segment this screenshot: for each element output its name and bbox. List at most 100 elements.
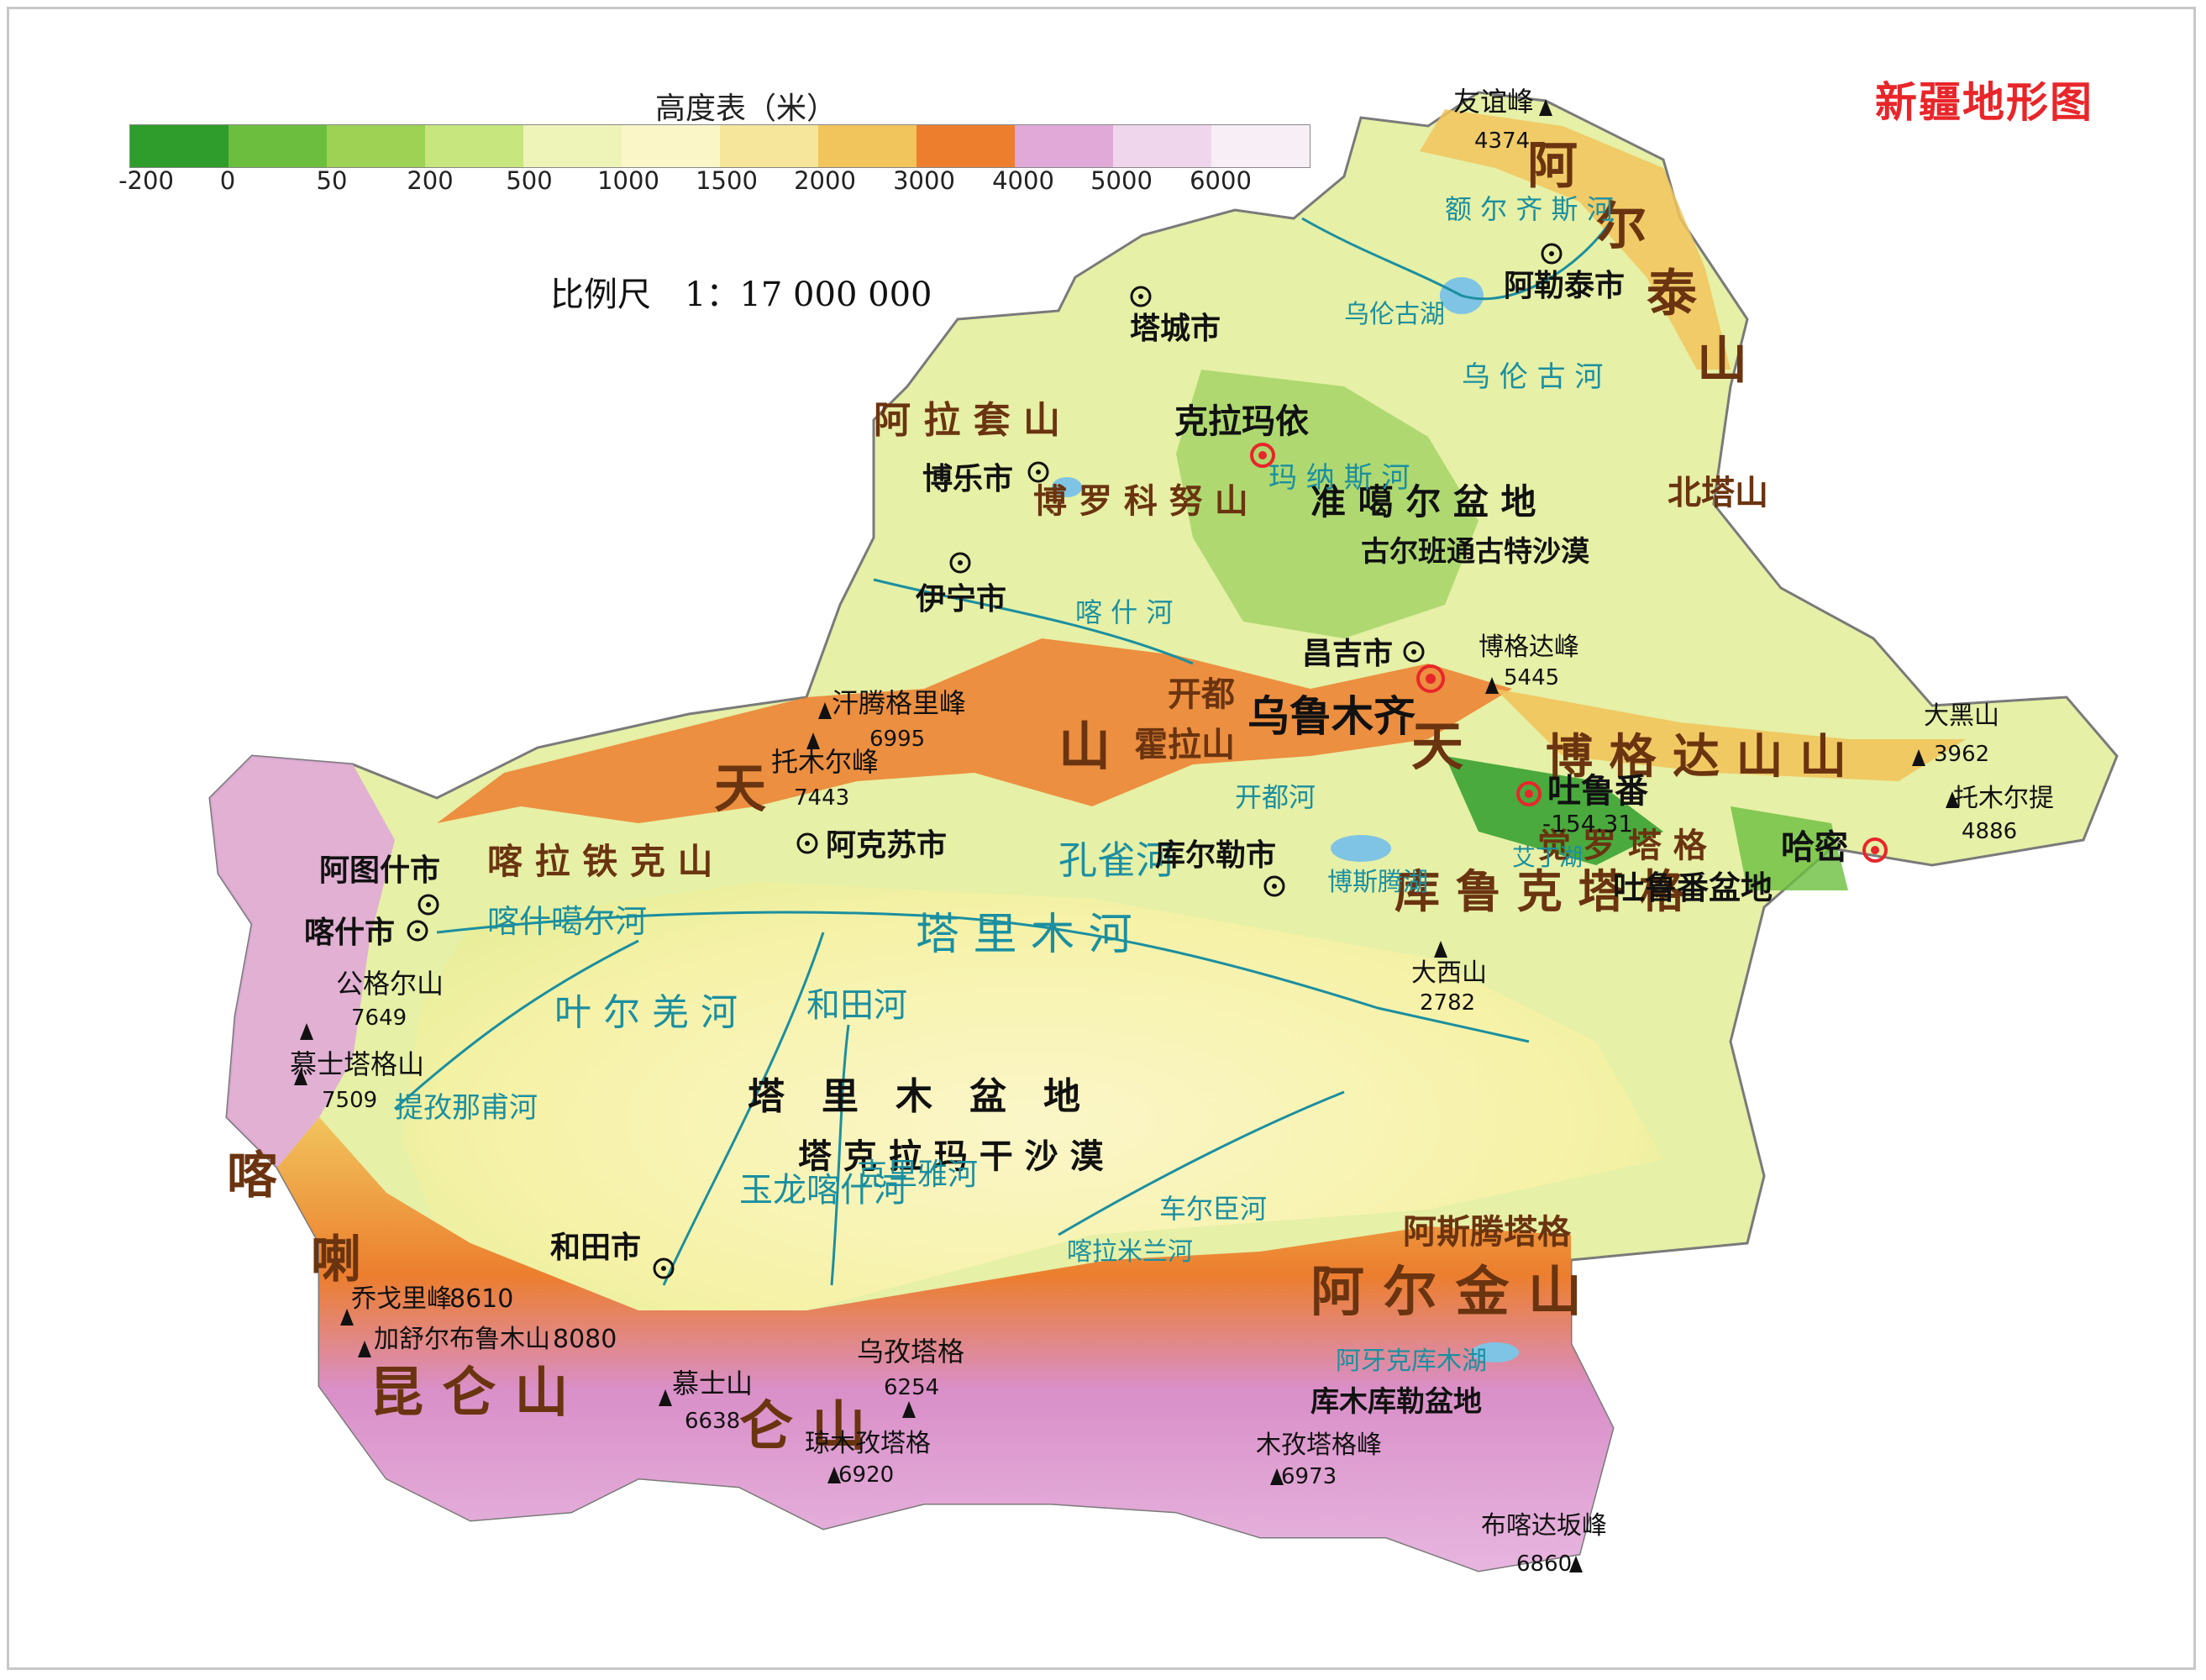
peak-elev-mushishan: 6638 (685, 1409, 740, 1434)
region-label-kumkol: 库木库勒盆地 (1310, 1385, 1482, 1419)
city-tacheng: 塔城市 (1130, 286, 1221, 346)
peak-elev-bogda: 5445 (1504, 665, 1559, 690)
legend-swatch (228, 125, 327, 167)
peak-elev-gasherbrum: 8080 (553, 1325, 617, 1354)
cherchen-river-line (1058, 1090, 1345, 1236)
major-city-karamay: 克拉玛依 (1174, 402, 1309, 468)
city-label-aletai: 阿勒泰市 (1504, 269, 1625, 303)
peak-elev-bukadaban: 6860 (1516, 1551, 1572, 1577)
city-label-changji: 昌吉市 (1302, 637, 1393, 671)
peak-tomur: 托木尔峰 7443 (771, 732, 879, 811)
peak-name-bukadaban: 布喀达坂峰 (1481, 1511, 1607, 1541)
peak-muztagata: 慕士塔格山 7509 (290, 1048, 424, 1113)
region-label-gurbantunggut: 古尔班通古特沙漠 (1361, 535, 1590, 569)
river-label-keriya: 克里雅河 (857, 1158, 978, 1192)
river-label-hotan: 和田河 (806, 986, 907, 1025)
legend-tick-label: 4000 (992, 166, 1054, 195)
city-aletai: 阿勒泰市 (1504, 243, 1625, 303)
irtysh-river-line (1301, 217, 1615, 301)
dzungaria-lowland (1176, 370, 1479, 638)
legend-tick-label: 1000 (597, 166, 659, 195)
peak-uztag: 乌孜塔格 6254 (857, 1336, 964, 1418)
river-label-kashi: 喀 什 河 (1075, 596, 1173, 628)
legend-tick-label: 5000 (1090, 166, 1153, 195)
city-aksu: 阿克苏市 (796, 828, 947, 863)
keriya-river-line (830, 1024, 850, 1286)
mountain-label-kalateke: 喀 拉 铁 克 山 (487, 841, 713, 882)
mountain-label-tianshan-2: 山 (1058, 716, 1111, 777)
river-label-kaidu: 开都河 (1235, 781, 1316, 813)
city-label-hotan: 和田市 (550, 1231, 641, 1265)
peak-name-uztag: 乌孜塔格 (857, 1336, 964, 1368)
peak-elev-youyi: 4374 (1474, 129, 1530, 154)
legend-tick-label: 6000 (1190, 166, 1252, 195)
river-label-bosten: 博斯腾湖 (1327, 868, 1428, 897)
bogda-ridge (1495, 689, 1966, 781)
peak-name-muztagata: 慕士塔格山 (290, 1048, 424, 1080)
mountain-label-altai-2: 尔 (1596, 197, 1647, 256)
river-labels: 额 尔 齐 斯 河 乌伦古湖 乌 伦 古 河 玛 纳 斯 河 喀 什 河 塔 里… (395, 193, 1614, 1376)
peak-kongur: 公格尔山 7649 (300, 968, 444, 1040)
peak-name-daheishan: 大黑山 (1924, 701, 1999, 731)
river-lines (394, 217, 1615, 1286)
peak-name-tuomuerti: 托木尔提 (1953, 784, 2054, 813)
hami-basin (1731, 806, 1848, 890)
city-korla: 库尔勒市 (1155, 838, 1285, 897)
river-label-ayakkum: 阿牙克库木湖 (1336, 1347, 1487, 1376)
major-city-label-karamay: 克拉玛依 (1174, 402, 1309, 441)
ayakkum-lake (1472, 1342, 1519, 1362)
region-label-dzungaria: 准 噶 尔 盆 地 (1310, 481, 1536, 522)
peak-gasherbrum: 加舒尔布鲁木山 8080 (358, 1325, 617, 1357)
peak-elev-hantengri: 6995 (869, 727, 925, 752)
legend-swatch (327, 125, 425, 167)
peak-mushishan: 慕士山 6638 (659, 1368, 753, 1434)
peak-name-hantengri: 汗腾格里峰 (832, 687, 966, 719)
peak-name-gasherbrum: 加舒尔布鲁木山 (374, 1325, 550, 1354)
peak-muztag: 木孜塔格峰 6973 (1256, 1431, 1382, 1489)
legend-swatch (622, 125, 720, 167)
peak-name-mushishan: 慕士山 (672, 1368, 753, 1399)
legend-tick-label: 2000 (794, 166, 856, 195)
legend-swatch (1015, 125, 1113, 167)
peak-elev-tuomuerti: 4886 (1962, 819, 2017, 844)
mountain-label-altai: 阿 (1527, 137, 1578, 196)
peak-name-kongur: 公格尔山 (336, 968, 444, 1000)
river-label-yulongkashi: 玉龙喀什河 (739, 1171, 907, 1210)
legend-tick-label: 200 (407, 166, 454, 195)
mountain-label-kaidu: 开都 (1168, 675, 1235, 714)
legend-swatch (523, 125, 622, 167)
legend-swatch (130, 125, 228, 167)
legend-tick-label: 500 (506, 166, 553, 195)
hotan-river-line (662, 932, 825, 1286)
river-label-kongque: 孔雀河 (1058, 837, 1174, 883)
city-hotan: 和田市 (550, 1231, 675, 1279)
legend-swatch (1211, 125, 1310, 167)
peak-elev-tomur: 7443 (794, 785, 849, 811)
major-city-label-turpan: 吐鲁番 (1547, 772, 1648, 811)
peak-name-qiongmuzi: 琼木孜塔格 (805, 1429, 931, 1458)
legend-tick-label: 50 (316, 166, 348, 195)
region-label-taklimakan: 塔 克 拉 玛 干 沙 漠 (798, 1137, 1104, 1176)
city-label-atushi: 阿图什市 (319, 853, 440, 888)
peak-name-youyi: 友谊峰 (1453, 86, 1534, 118)
peak-bukadaban: 布喀达坂峰 6860 (1481, 1511, 1607, 1577)
mountain-label-karakoram: 喀 (227, 1147, 277, 1205)
peak-markers: 友谊峰 4374 博格达峰 5445 大黑山 3962 托木尔提 4886 汗腾格里峰 6… (290, 86, 2054, 1577)
region-labels: 准 噶 尔 盆 地 古尔班通古特沙漠 塔 里 木 盆 地 塔 克 拉 玛 干 沙… (748, 481, 1773, 1419)
mountain-label-huola: 霍拉山 (1134, 726, 1235, 764)
city-label-korla: 库尔勒市 (1155, 838, 1276, 873)
peak-elev-muztag: 6973 (1281, 1464, 1337, 1489)
elevation-legend (129, 124, 1310, 168)
city-label-bole: 博乐市 (922, 462, 1013, 496)
river-label-tarim: 塔 里 木 河 (916, 910, 1132, 960)
map-title: 新疆地形图 (1875, 78, 2093, 127)
peak-daheishan: 大黑山 3962 (1912, 701, 1999, 767)
city-label-yining: 伊宁市 (915, 582, 1006, 617)
mountain-label-beitashan: 北塔山 (1668, 474, 1768, 512)
peak-hantengri: 汗腾格里峰 6995 (818, 687, 966, 752)
peak-elev-uztag: 6254 (884, 1375, 939, 1400)
legend-ticks: -200 0 50 200 500 1000 1500 2000 3000 4000 5000 600… (0, 166, 1428, 200)
tarim-basin (403, 882, 1663, 1361)
river-label-kalamilan: 喀拉米兰河 (1067, 1237, 1193, 1267)
